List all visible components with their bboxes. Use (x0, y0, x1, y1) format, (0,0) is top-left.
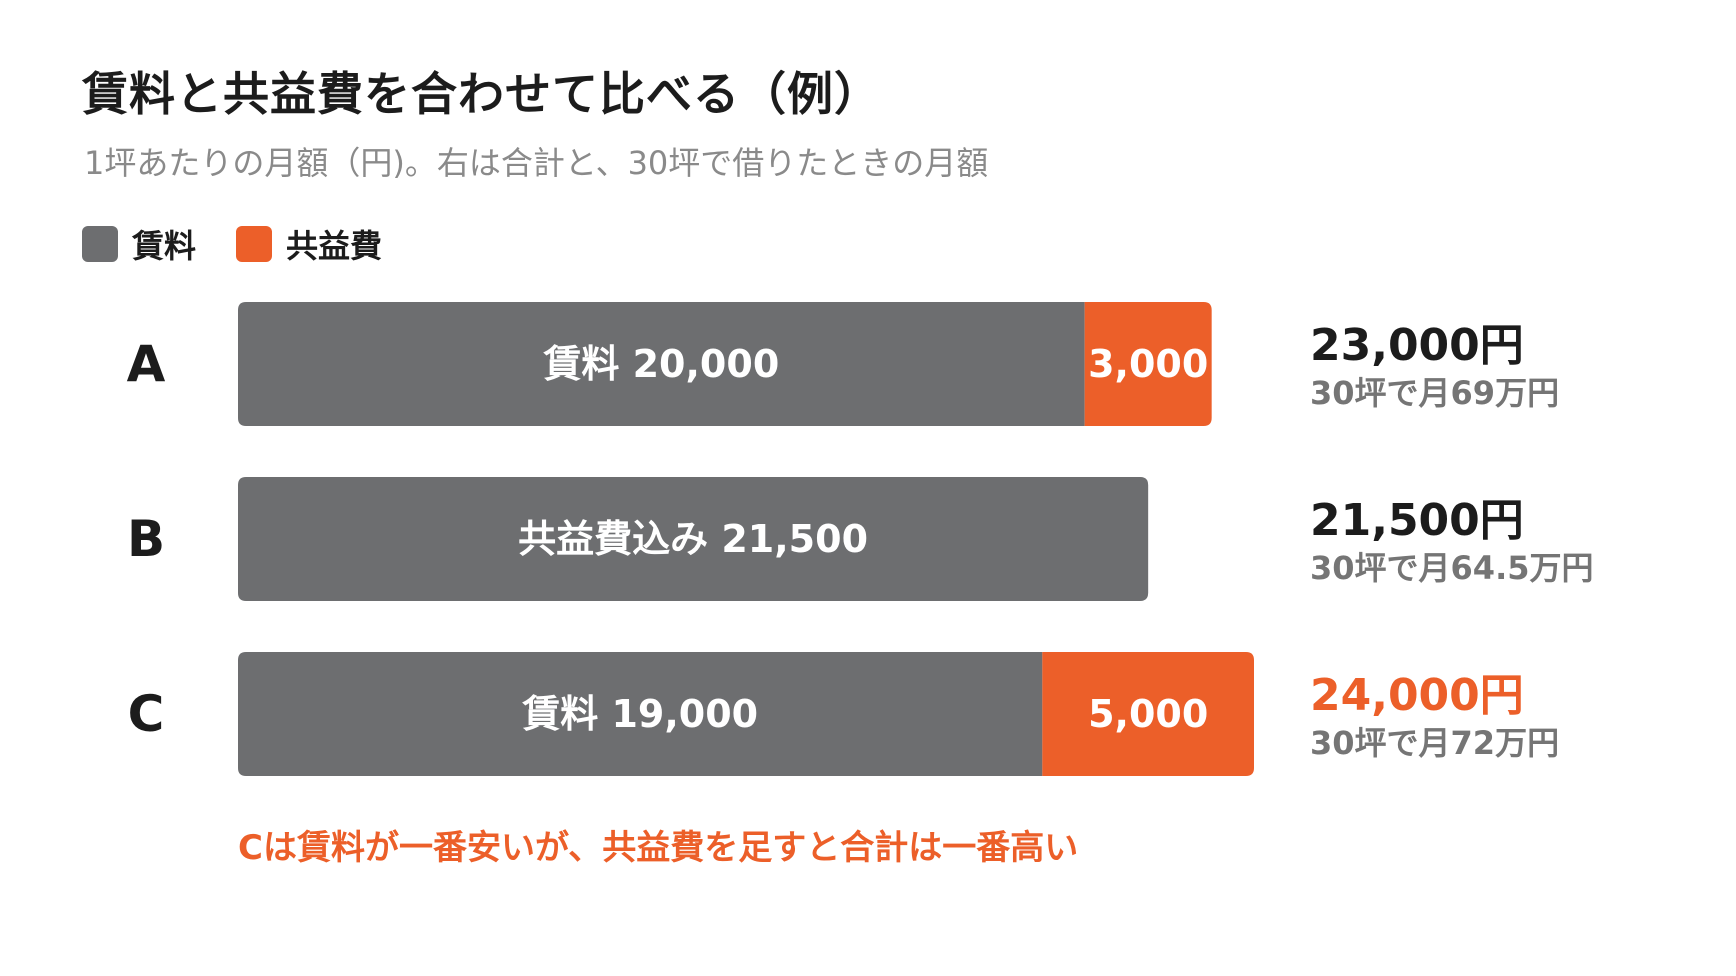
bar-segment-c-rent (238, 652, 1043, 776)
bar-segment-b-combined (238, 477, 1149, 601)
bar-segment-a-rent (238, 302, 1085, 426)
total-label-c: 24,000円 (1310, 670, 1524, 721)
bar-label-c-fee: 5,000 (1088, 692, 1208, 736)
category-label-b: B (127, 510, 165, 568)
bar-segment-c-fee (1042, 652, 1254, 776)
bar-label-b-combined: 共益費込み 21,500 (518, 517, 868, 561)
legend-label-fee: 共益費 (286, 227, 383, 265)
legend-item-rent: 賃料 (82, 221, 196, 267)
total-label-a: 23,000円 (1310, 320, 1524, 371)
monthly-label-c: 30坪で月72万円 (1310, 724, 1559, 762)
bar-label-a-rent: 賃料 20,000 (542, 342, 779, 386)
legend-label-rent: 賃料 (132, 227, 197, 265)
monthly-label-b: 30坪で月64.5万円 (1310, 549, 1594, 587)
legend-swatch-fee (236, 226, 273, 262)
chart-title: 賃料と共益費を合わせて比べる（例） (82, 67, 881, 121)
monthly-label-a: 30坪で月69万円 (1310, 374, 1559, 412)
chart-subtitle: 1坪あたりの月額（円)。右は合計と、30坪で借りたときの月額 (84, 144, 989, 182)
legend: 賃料 共益費 (82, 221, 422, 267)
category-label-c: C (128, 685, 165, 743)
chart-annotation: Cは賃料が一番安いが、共益費を足すと合計は一番高い (238, 828, 1079, 868)
category-label-a: A (127, 335, 166, 393)
total-label-b: 21,500円 (1310, 495, 1524, 546)
legend-item-fee: 共益費 (236, 221, 382, 267)
bar-label-c-rent: 賃料 19,000 (521, 692, 758, 736)
bar-label-a-fee: 3,000 (1088, 342, 1208, 386)
legend-swatch-rent (82, 226, 118, 262)
bar-segment-a-fee (1084, 302, 1212, 426)
